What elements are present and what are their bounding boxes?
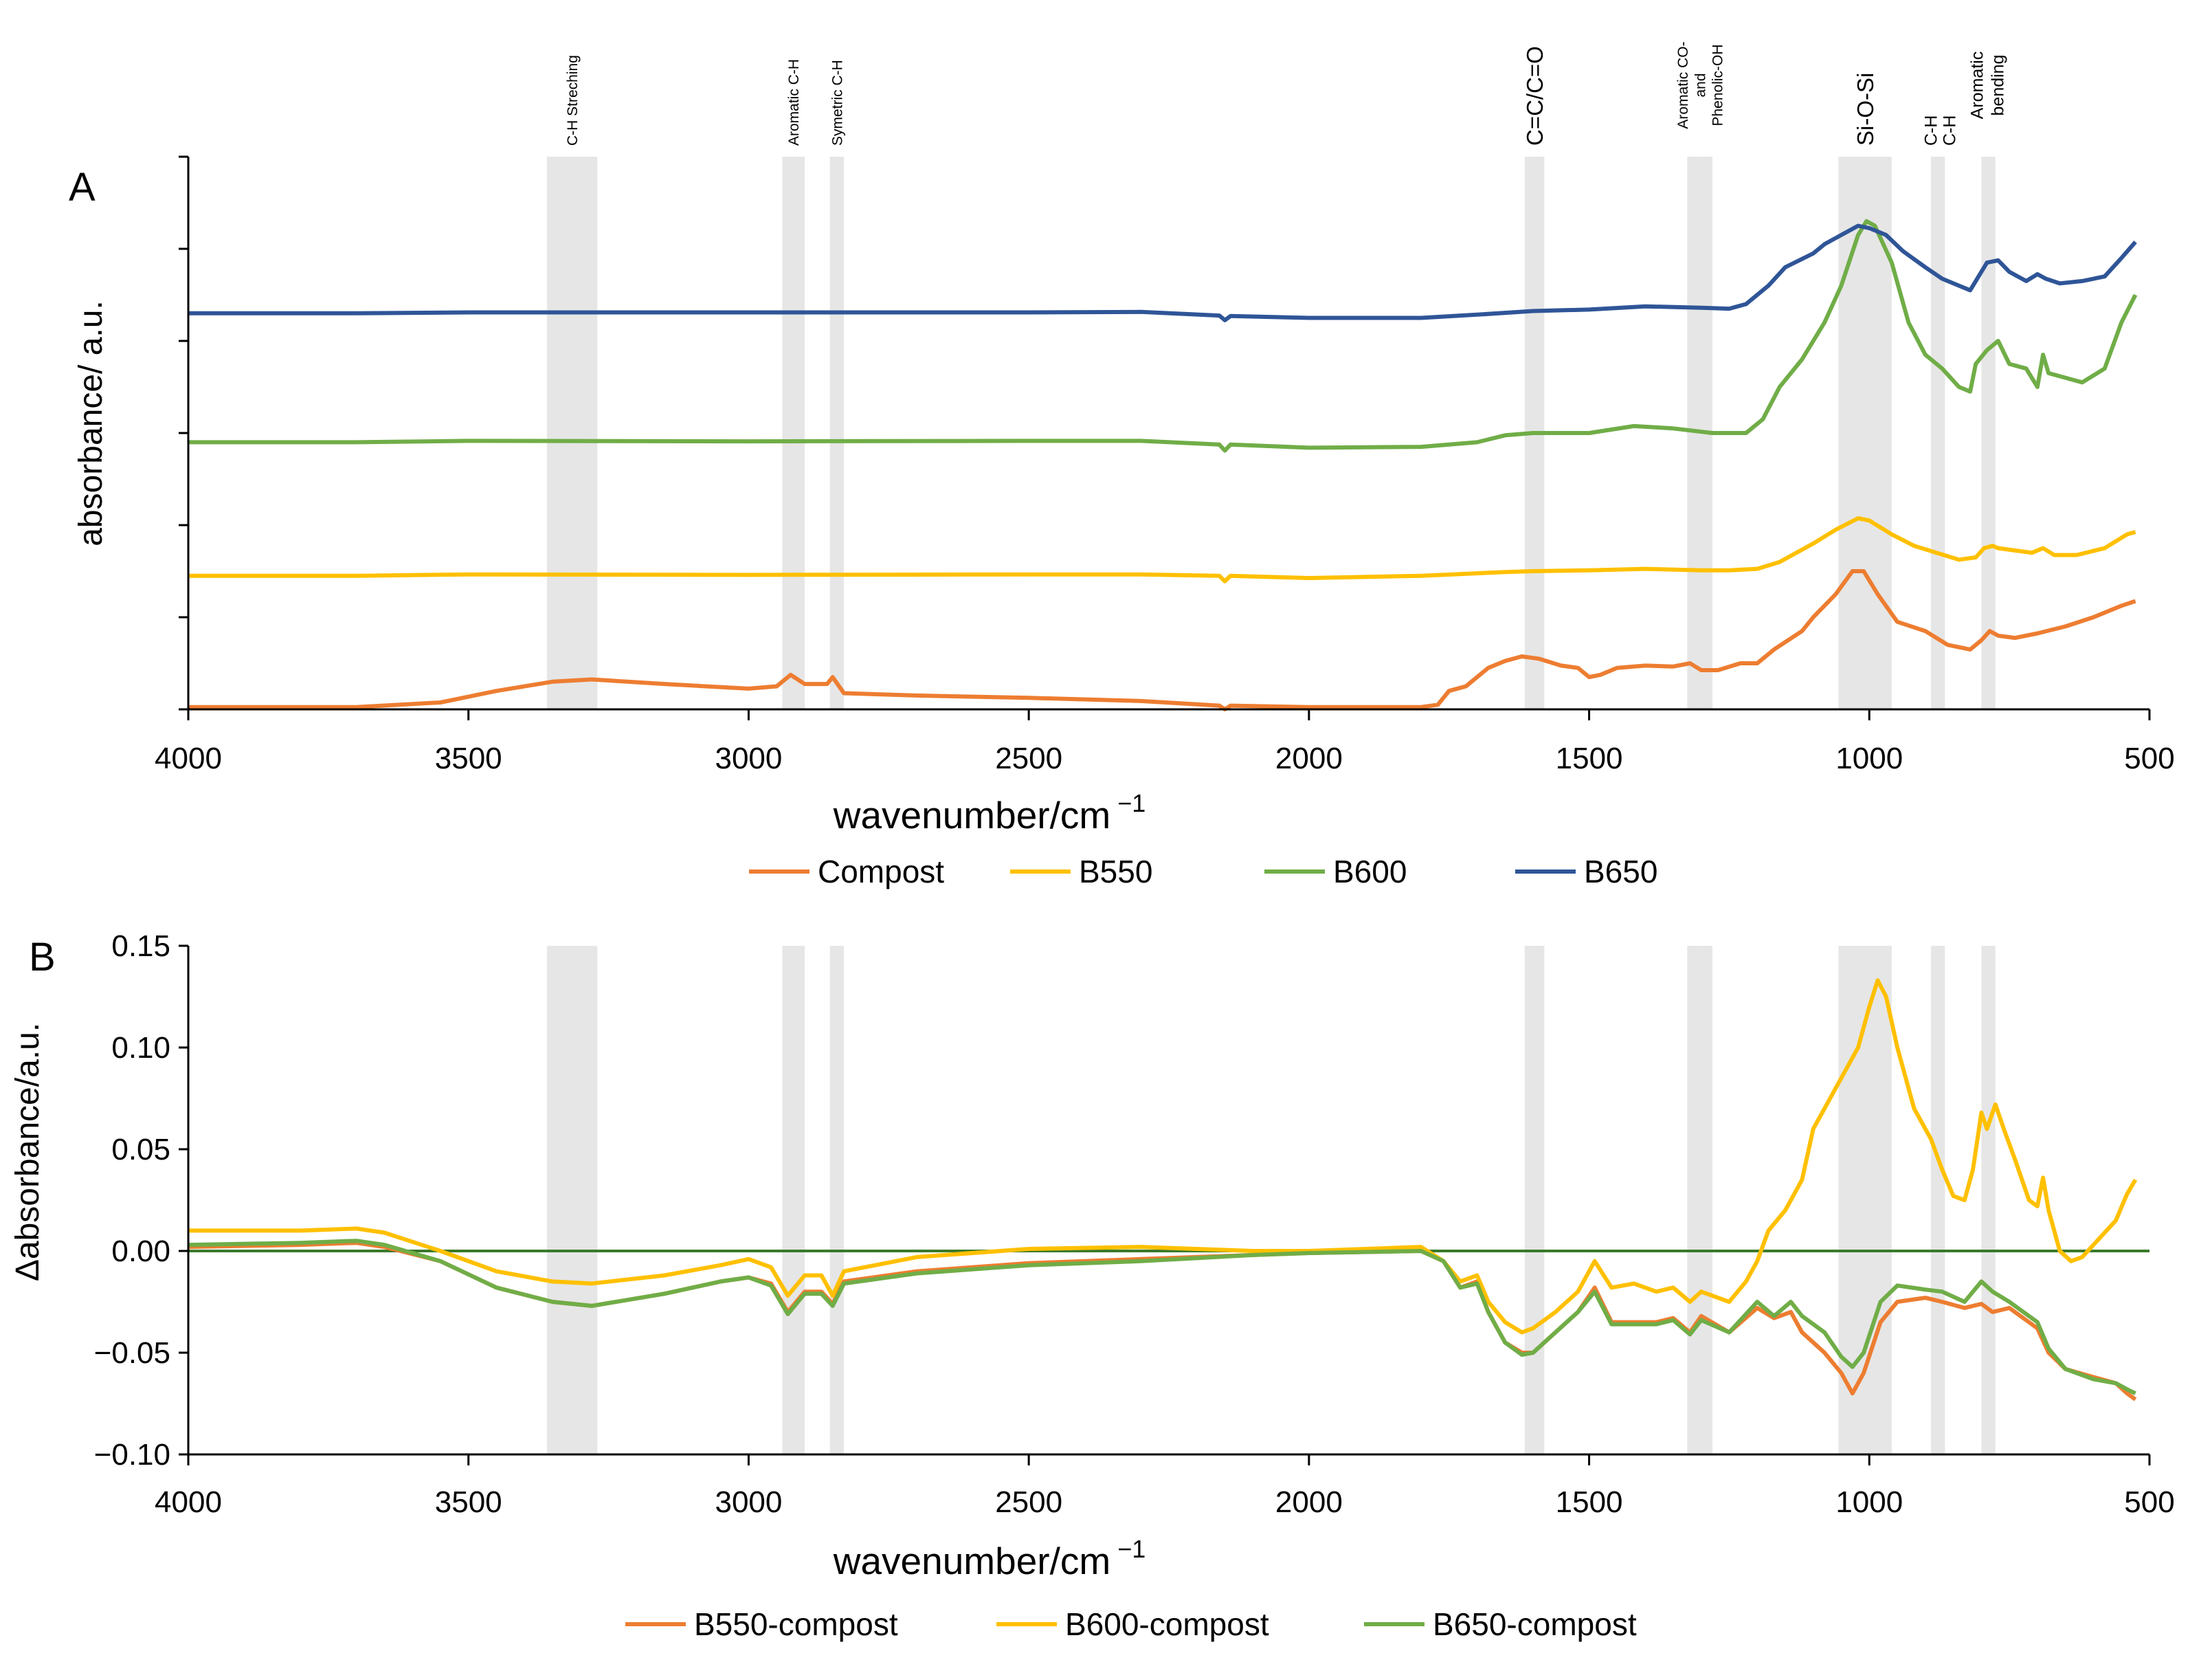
band-b-7 <box>1981 946 1996 1454</box>
band-label-c-h-1-line-0: C-H <box>1922 115 1941 146</box>
panel-a-x-tick-label-1000: 1000 <box>1835 742 1903 775</box>
panel-a-series <box>188 219 2138 711</box>
panel-b-x-axis-label-main: wavenumber/cm <box>833 1540 1110 1582</box>
panel-a-legend-label-b550: B550 <box>1079 854 1152 889</box>
band-label-ch-stretching-line-0: C-H Streching <box>565 55 581 146</box>
panel-a-x-tick-label-3500: 3500 <box>435 742 502 775</box>
band-a-7 <box>1981 157 1996 709</box>
panel-b-y-axis-label: Δabsorbance/a.u. <box>10 1023 46 1281</box>
panel-b-label: B <box>29 935 56 979</box>
series-b650-line <box>188 223 2137 322</box>
band-a-2 <box>829 157 845 709</box>
panel-b-axes: 4000 3500 3000 2500 2000 1500 1000 500 −0.10 −0.0… <box>94 929 2175 1519</box>
panel-b-x-tick-label-2000: 2000 <box>1275 1485 1343 1519</box>
band-label-aromatic-bending-line-1: bending <box>1988 55 2007 116</box>
panel-b: 4000 3500 3000 2500 2000 1500 1000 500 −0.10 −0.0… <box>10 929 2175 1642</box>
panel-a-x-tick-label-2500: 2500 <box>995 742 1062 775</box>
panel-b-legend-label-b650-compost: B650-compost <box>1433 1606 1637 1642</box>
panel-a-x-axis-label: wavenumber/cm −1 <box>833 789 1146 836</box>
series-compost-line <box>188 569 2136 711</box>
panel-b-x-tick-label-500: 500 <box>2124 1485 2174 1519</box>
panel-b-x-axis-label: wavenumber/cm −1 <box>833 1535 1146 1582</box>
panel-a-axes: 4000 3500 3000 2500 2000 1500 1000 500 <box>155 155 2175 775</box>
band-label-c-h-2-line-0: C-H <box>1941 115 1960 146</box>
series-b600-compost-line <box>188 978 2138 1335</box>
band-label-cc-co-line-0: C=C/C=O <box>1522 46 1548 146</box>
band-a-1 <box>782 157 805 709</box>
panel-a-bands <box>546 157 1996 709</box>
band-label-symmetric-ch-line-0: Symetric C-H <box>830 60 846 146</box>
series-b650-compost-line <box>188 1239 2136 1395</box>
panel-a-x-axis-label-sup: −1 <box>1110 789 1146 817</box>
panel-b-x-tick-label-3000: 3000 <box>715 1485 782 1519</box>
band-b-4 <box>1687 946 1712 1454</box>
panel-a-label: A <box>69 165 96 210</box>
panel-b-y-tick-label-1: −0.05 <box>94 1336 170 1370</box>
panel-a-y-axis-label: absorbance/ a.u. <box>73 300 109 546</box>
panel-a-legend-label-b650: B650 <box>1584 854 1657 889</box>
panel-b-y-tick-label-3: 0.05 <box>111 1133 170 1166</box>
panel-a-legend: Compost B550 B600 B650 <box>749 854 1657 889</box>
panel-b-legend-label-b600-compost: B600-compost <box>1065 1606 1269 1642</box>
band-label-aromatic-co-phenolic-oh-line-0: Aromatic CO- <box>1675 41 1691 129</box>
band-label-aromatic-co-phenolic-oh-line-1: and <box>1692 73 1708 97</box>
band-b-2 <box>829 946 845 1454</box>
panel-b-x-axis-label-sup: −1 <box>1110 1535 1146 1563</box>
panel-a-x-tick-label-4000: 4000 <box>155 742 222 775</box>
series-b550-line <box>188 516 2136 584</box>
panel-a: 4000 3500 3000 2500 2000 1500 1000 500 A absorb… <box>69 155 2175 889</box>
band-b-0 <box>546 946 598 1454</box>
panel-a-legend-label-b600: B600 <box>1333 854 1407 889</box>
panel-b-y-tick-label-0: −0.10 <box>94 1438 170 1472</box>
panel-b-x-tick-label-1000: 1000 <box>1835 1485 1903 1519</box>
panel-b-y-tick-label-4: 0.10 <box>111 1031 170 1065</box>
panel-a-x-tick-label-500: 500 <box>2124 742 2174 775</box>
band-b-3 <box>1524 946 1545 1454</box>
panel-b-x-tick-label-3500: 3500 <box>435 1485 502 1519</box>
band-labels: C-H Streching Aromatic C-H Symetric C-H C=C… <box>565 41 2007 146</box>
band-label-aromatic-co-phenolic-oh-line-2: Phenolic-OH <box>1710 44 1726 126</box>
panel-a-x-tick-label-1500: 1500 <box>1556 742 1623 775</box>
band-a-6 <box>1930 157 1945 709</box>
panel-b-x-tick-label-2500: 2500 <box>995 1485 1062 1519</box>
band-label-aromatic-ch-line-0: Aromatic C-H <box>786 59 802 146</box>
panel-a-x-tick-label-2000: 2000 <box>1275 742 1343 775</box>
band-a-0 <box>546 157 598 709</box>
band-a-5 <box>1838 157 1892 709</box>
panel-b-series <box>188 978 2138 1401</box>
panel-b-y-tick-label-2: 0.00 <box>111 1234 170 1268</box>
panel-b-bands <box>546 946 1996 1454</box>
panel-a-x-tick-label-3000: 3000 <box>715 742 782 775</box>
panel-b-x-tick-label-4000: 4000 <box>155 1485 222 1519</box>
band-label-si-o-si-line-0: Si-O-Si <box>1853 73 1878 146</box>
panel-a-legend-label-compost: Compost <box>818 854 944 889</box>
panel-b-y-tick-label-5: 0.15 <box>111 929 170 963</box>
panel-a-x-axis-label-main: wavenumber/cm <box>833 794 1110 836</box>
panel-b-legend-label-b550-compost: B550-compost <box>694 1606 898 1642</box>
band-b-6 <box>1930 946 1945 1454</box>
series-b600-line <box>188 219 2138 453</box>
band-label-aromatic-bending-line-0: Aromatic <box>1967 52 1987 120</box>
panel-b-legend: B550-compost B600-compost B650-compost <box>625 1606 1637 1642</box>
band-b-1 <box>782 946 805 1454</box>
panel-b-x-tick-label-1500: 1500 <box>1556 1485 1623 1519</box>
